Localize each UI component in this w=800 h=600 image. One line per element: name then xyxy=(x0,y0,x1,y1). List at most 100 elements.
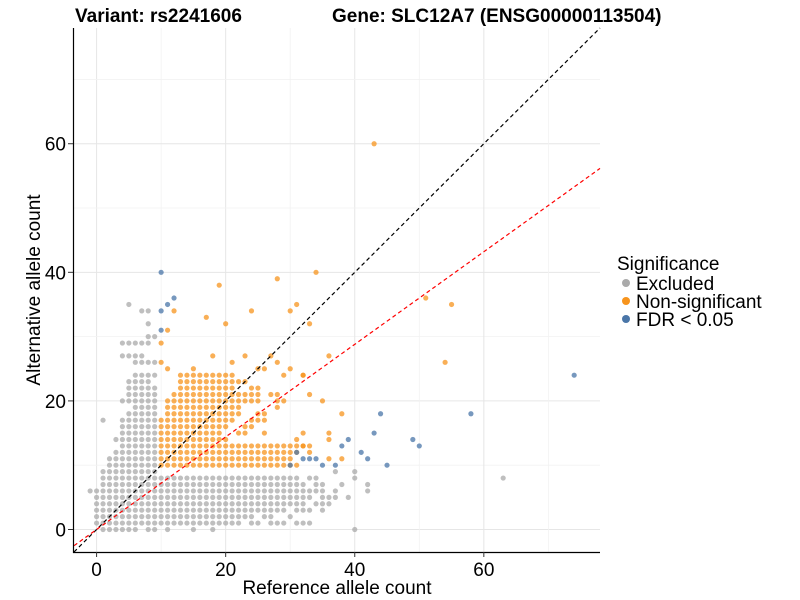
point-excluded xyxy=(132,507,138,513)
point-excluded xyxy=(119,475,126,481)
point-excluded xyxy=(113,520,119,526)
point-excluded xyxy=(139,398,145,404)
point-excluded xyxy=(132,430,138,436)
point-non-significant xyxy=(294,301,300,308)
point-excluded xyxy=(261,488,267,494)
point-non-significant xyxy=(242,391,248,398)
point-non-significant xyxy=(190,385,196,391)
point-excluded xyxy=(319,481,326,488)
point-excluded xyxy=(313,488,319,494)
point-excluded xyxy=(319,507,326,513)
point-non-significant xyxy=(210,372,216,378)
point-excluded xyxy=(294,501,300,507)
point-excluded xyxy=(274,501,280,507)
point-fdr-0-05 xyxy=(365,456,371,462)
point-non-significant xyxy=(164,449,171,455)
point-excluded xyxy=(306,475,313,481)
point-non-significant xyxy=(197,417,203,423)
point-excluded xyxy=(203,488,209,494)
point-non-significant xyxy=(261,411,267,417)
point-non-significant xyxy=(171,391,177,398)
point-excluded xyxy=(184,514,190,520)
point-excluded xyxy=(242,481,248,488)
point-excluded xyxy=(119,520,126,526)
point-excluded xyxy=(145,449,151,455)
point-excluded xyxy=(306,507,313,513)
point-excluded xyxy=(255,475,261,481)
point-excluded xyxy=(152,424,158,430)
point-excluded xyxy=(132,520,138,526)
point-excluded xyxy=(300,481,306,488)
point-excluded xyxy=(139,501,145,507)
point-excluded xyxy=(158,501,164,507)
point-non-significant xyxy=(274,359,280,365)
point-excluded xyxy=(132,353,138,359)
point-excluded xyxy=(274,488,280,494)
point-non-significant xyxy=(197,430,203,436)
point-excluded xyxy=(223,501,229,507)
point-non-significant xyxy=(448,301,455,308)
point-non-significant xyxy=(177,417,184,423)
point-excluded xyxy=(100,469,106,475)
point-excluded xyxy=(152,501,158,507)
point-non-significant xyxy=(210,436,216,443)
point-fdr-0-05 xyxy=(300,456,306,462)
point-excluded xyxy=(106,469,113,475)
point-excluded xyxy=(100,514,106,520)
point-non-significant xyxy=(319,398,326,404)
point-excluded xyxy=(184,507,190,513)
point-fdr-0-05 xyxy=(306,456,313,462)
point-non-significant xyxy=(223,321,229,327)
point-excluded xyxy=(268,520,274,526)
point-non-significant xyxy=(287,449,293,455)
point-non-significant xyxy=(229,411,235,417)
point-non-significant xyxy=(242,449,248,455)
x-tick-label: 20 xyxy=(215,560,236,581)
y-tick-label: 60 xyxy=(45,135,66,156)
point-excluded xyxy=(126,411,132,417)
point-non-significant xyxy=(203,404,209,410)
point-non-significant xyxy=(274,443,280,449)
point-non-significant xyxy=(184,417,190,423)
point-excluded xyxy=(126,353,132,359)
point-excluded xyxy=(242,475,248,481)
point-fdr-0-05 xyxy=(339,443,345,449)
point-excluded xyxy=(274,507,280,513)
point-excluded xyxy=(274,481,280,488)
point-excluded xyxy=(152,475,158,481)
point-non-significant xyxy=(171,398,177,404)
point-excluded xyxy=(119,449,126,455)
point-excluded xyxy=(287,494,293,500)
point-excluded xyxy=(365,481,371,488)
point-excluded xyxy=(145,334,151,340)
point-excluded xyxy=(248,507,255,513)
point-excluded xyxy=(119,514,126,520)
point-non-significant xyxy=(294,462,300,468)
point-excluded xyxy=(139,340,145,346)
point-non-significant xyxy=(274,449,280,455)
point-excluded xyxy=(93,514,100,520)
point-excluded xyxy=(319,494,326,500)
point-excluded xyxy=(248,481,255,488)
point-excluded xyxy=(216,475,222,481)
point-excluded xyxy=(139,424,145,430)
point-excluded xyxy=(235,494,242,500)
point-excluded xyxy=(294,520,300,526)
point-excluded xyxy=(300,520,306,526)
point-non-significant xyxy=(242,398,248,404)
point-non-significant xyxy=(203,385,209,391)
point-non-significant xyxy=(339,456,345,462)
point-non-significant xyxy=(171,411,177,417)
point-non-significant xyxy=(177,372,184,378)
point-excluded xyxy=(352,475,358,481)
point-non-significant xyxy=(177,379,184,385)
point-non-significant xyxy=(210,398,216,404)
point-non-significant xyxy=(235,398,242,404)
point-non-significant xyxy=(255,449,261,455)
point-excluded xyxy=(100,526,106,533)
point-excluded xyxy=(139,475,145,481)
point-excluded xyxy=(126,379,132,385)
point-non-significant xyxy=(281,449,287,455)
point-excluded xyxy=(352,526,358,533)
point-excluded xyxy=(268,494,274,500)
